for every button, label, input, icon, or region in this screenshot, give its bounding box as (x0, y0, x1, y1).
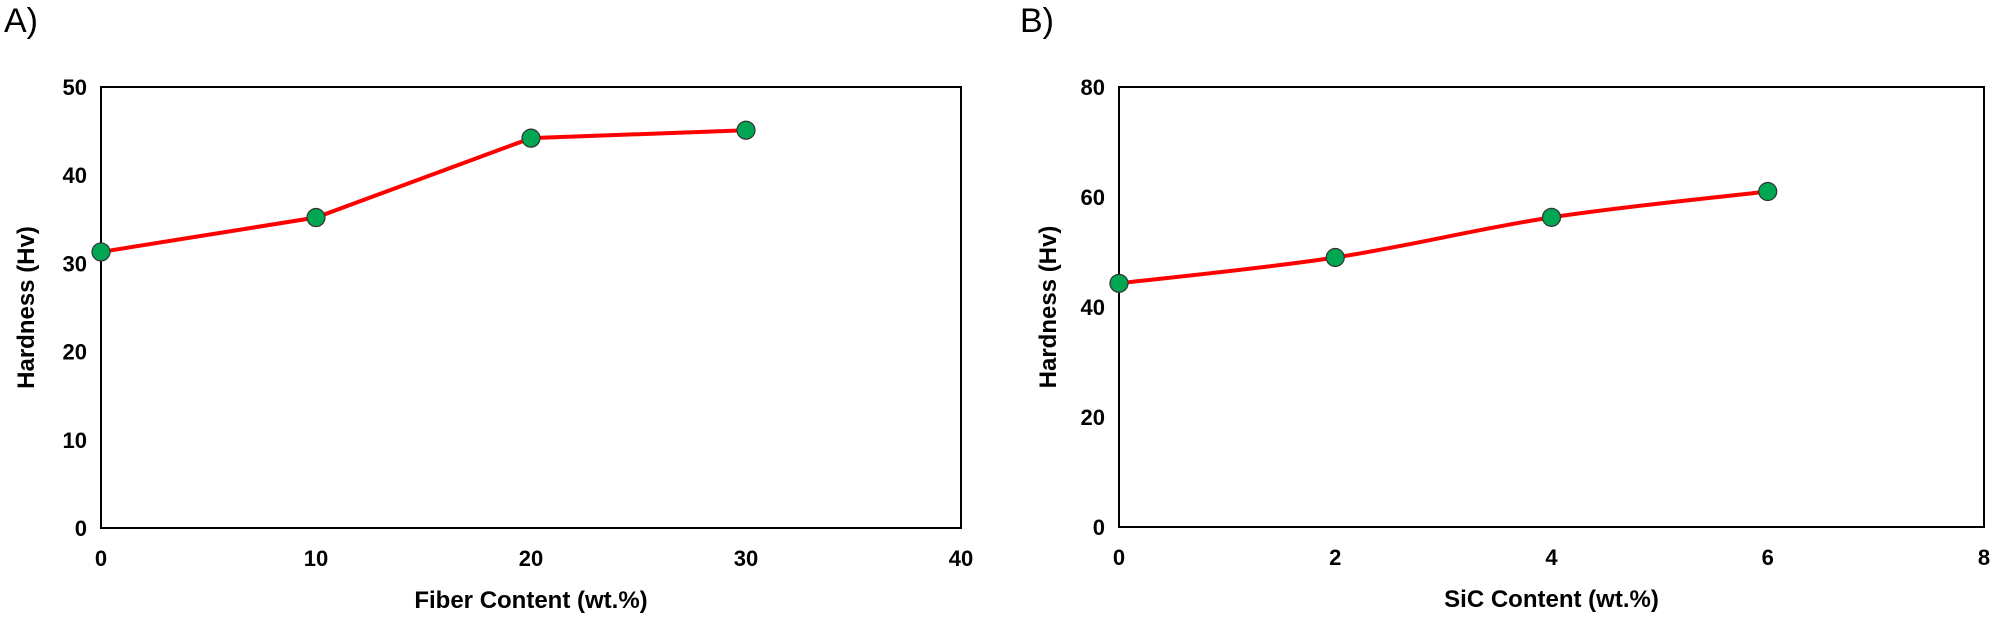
data-point (1541, 207, 1562, 227)
y-tick-label: 20 (63, 340, 87, 365)
y-axis-label: Hardness (Hv) (1035, 226, 1062, 389)
y-tick-label: 0 (75, 516, 87, 541)
chart-panel-a: A) 0 10 20 30 40 50 0 10 20 30 40 Fiber Content (wt.… (4, 2, 973, 614)
chart-panel-b: B) 0 20 40 60 80 0 2 4 6 8 SiC Content (wt.%) Hardne… (1020, 2, 1990, 613)
data-point (521, 128, 541, 148)
y-tick-label: 60 (1081, 185, 1105, 210)
x-tick-label: 0 (1113, 545, 1125, 570)
plot-frame (1118, 86, 1985, 528)
series-line (1118, 189, 1768, 286)
panel-label: B) (1020, 2, 1054, 40)
series-line (100, 128, 747, 254)
data-point (1109, 273, 1129, 293)
x-tick-label: 8 (1978, 545, 1990, 570)
y-tick-label: 0 (1093, 515, 1105, 540)
x-tick-label: 2 (1329, 545, 1341, 570)
y-tick-label: 50 (63, 75, 87, 100)
x-tick-label: 0 (95, 546, 107, 571)
data-point (1758, 181, 1778, 202)
x-tick-label: 10 (304, 546, 328, 571)
data-point (736, 120, 756, 140)
y-tick-label: 30 (63, 251, 87, 276)
x-tick-label: 30 (734, 546, 758, 571)
data-point (1325, 247, 1345, 268)
y-tick-label: 20 (1081, 405, 1105, 430)
x-axis-label: Fiber Content (wt.%) (414, 587, 647, 614)
x-tick-label: 40 (949, 546, 973, 571)
panel-label: A) (4, 2, 38, 40)
y-tick-label: 40 (63, 163, 87, 188)
data-point (306, 207, 326, 228)
data-point (91, 242, 111, 262)
x-tick-label: 4 (1545, 545, 1558, 570)
y-tick-label: 10 (63, 428, 87, 453)
x-tick-label: 6 (1762, 545, 1774, 570)
x-tick-label: 20 (519, 546, 543, 571)
y-tick-label: 40 (1081, 295, 1105, 320)
plot-frame (100, 86, 962, 529)
y-tick-label: 80 (1081, 75, 1105, 100)
y-axis-label: Hardness (Hv) (13, 226, 40, 389)
x-axis-label: SiC Content (wt.%) (1444, 586, 1659, 613)
